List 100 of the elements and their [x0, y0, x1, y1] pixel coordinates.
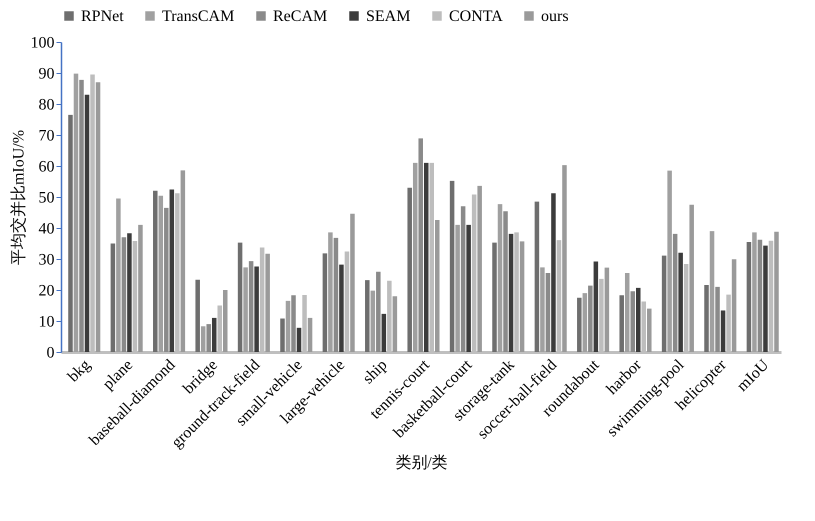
bar	[334, 238, 338, 352]
bar	[594, 261, 598, 352]
bar	[280, 318, 285, 352]
bar	[322, 253, 328, 352]
y-tick-label: 100	[30, 34, 54, 52]
legend-label: RPNet	[81, 8, 124, 25]
bar	[624, 272, 630, 352]
bar	[127, 233, 132, 352]
legend-label: CONTA	[449, 8, 504, 25]
y-tick-label: 90	[38, 66, 54, 82]
bar	[715, 286, 720, 352]
bar	[265, 254, 270, 352]
bar	[206, 324, 211, 352]
legend-label: ours	[541, 8, 569, 25]
y-tick-label: 50	[38, 190, 54, 206]
bar	[365, 280, 370, 352]
bar	[296, 328, 302, 352]
bar	[546, 272, 550, 352]
bar	[84, 94, 90, 352]
bar	[248, 261, 254, 352]
bar	[689, 204, 694, 352]
bar	[200, 326, 206, 352]
bar	[424, 162, 428, 352]
bar	[710, 231, 714, 352]
bar	[520, 241, 524, 352]
bar	[116, 198, 121, 352]
bar	[477, 186, 482, 352]
bar	[636, 288, 641, 352]
bar	[180, 170, 186, 352]
y-axis-title: 平均交并比mIoU/%	[10, 130, 28, 266]
bar	[508, 234, 514, 352]
bar	[562, 165, 567, 352]
bar	[238, 242, 242, 352]
bar	[588, 286, 593, 352]
bar	[577, 298, 582, 352]
bar	[604, 268, 610, 352]
y-tick-label: 30	[38, 252, 54, 268]
bar	[254, 266, 259, 352]
bar	[153, 190, 158, 352]
bar	[551, 193, 556, 352]
bar	[503, 211, 508, 352]
bar	[720, 310, 726, 352]
bar	[170, 190, 174, 352]
bar	[407, 188, 412, 352]
y-tick-label: 70	[38, 128, 54, 144]
y-tick-label: 60	[38, 158, 54, 176]
bar	[164, 208, 169, 352]
bar	[758, 240, 762, 352]
bar	[376, 272, 381, 352]
bar	[534, 202, 540, 352]
bar	[498, 204, 502, 352]
legend-label: ReCAM	[273, 8, 328, 25]
bar	[619, 295, 624, 352]
bar	[110, 244, 116, 352]
bar	[339, 264, 344, 352]
bar	[582, 293, 588, 352]
bar	[460, 206, 466, 352]
bar	[243, 267, 248, 352]
bar	[418, 138, 423, 352]
bar	[435, 220, 440, 352]
bar	[328, 232, 333, 352]
bar	[412, 162, 418, 352]
bar	[630, 291, 635, 352]
bar	[138, 224, 143, 352]
bar	[667, 170, 672, 352]
y-tick-label: 0	[46, 344, 54, 362]
bar	[540, 267, 545, 352]
bar	[74, 74, 78, 352]
bar	[752, 232, 757, 352]
bar	[158, 196, 164, 352]
bar	[308, 318, 312, 352]
y-tick-label: 20	[38, 282, 54, 300]
legend-label: SEAM	[366, 8, 410, 25]
bar	[212, 318, 216, 352]
bar	[291, 295, 296, 352]
bar	[746, 242, 752, 352]
bar	[672, 234, 678, 352]
bar	[763, 246, 768, 352]
bar	[492, 242, 497, 352]
bar	[732, 259, 736, 352]
bar	[704, 285, 709, 352]
legend-label: TransCAM	[162, 8, 234, 25]
bar	[122, 237, 126, 352]
bar	[382, 314, 386, 352]
bar	[392, 296, 398, 352]
bar	[662, 256, 666, 352]
y-tick-label: 80	[38, 96, 54, 114]
bar	[96, 82, 100, 352]
y-tick-label: 10	[38, 314, 54, 330]
bar	[68, 114, 73, 352]
bar	[79, 80, 84, 352]
bar	[466, 224, 471, 352]
x-axis-title: 类别/类	[395, 454, 448, 472]
bar	[774, 232, 779, 352]
bar	[455, 224, 460, 352]
bar	[647, 308, 652, 352]
bar	[222, 290, 228, 352]
bar	[195, 280, 200, 352]
bar	[370, 290, 376, 352]
y-tick-label: 40	[38, 220, 54, 238]
